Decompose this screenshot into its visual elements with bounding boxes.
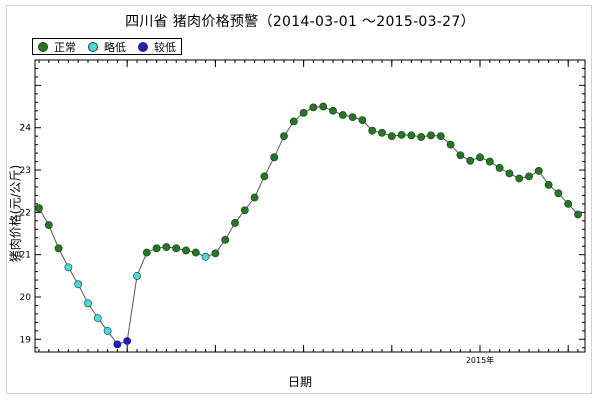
data-point: [54, 244, 63, 253]
legend-label-normal: 正常: [54, 40, 76, 54]
y-tick-label: 24: [20, 124, 32, 134]
data-point: [240, 206, 249, 215]
data-point: [182, 246, 190, 255]
data-point: [407, 131, 416, 140]
data-point: [35, 204, 43, 213]
data-point: [231, 219, 239, 227]
data-point: [64, 263, 73, 272]
data-point: [133, 271, 141, 280]
data-point: [436, 132, 445, 141]
x-tick-label: 2015年: [466, 355, 494, 365]
data-point: [387, 132, 396, 141]
data-point: [162, 243, 171, 251]
y-tick-label: 19: [20, 335, 32, 345]
chart-legend: 正常 略低 较低: [32, 38, 182, 55]
data-point: [123, 337, 132, 345]
data-point: [427, 131, 435, 140]
data-point: [103, 326, 112, 335]
data-point: [299, 108, 308, 117]
data-point: [152, 244, 161, 253]
data-point: [456, 151, 465, 160]
legend-marker-slightly-low: [88, 41, 98, 52]
plot-border: [34, 59, 586, 353]
series-line: [38, 106, 579, 345]
data-point: [554, 189, 563, 198]
data-point: [211, 249, 220, 258]
data-point: [221, 235, 230, 244]
data-point: [113, 340, 122, 349]
data-point: [201, 252, 210, 261]
data-point: [574, 210, 582, 219]
data-point: [378, 128, 386, 137]
data-point: [417, 133, 426, 141]
data-point: [309, 103, 318, 112]
legend-item-low: 较低: [138, 39, 176, 55]
data-point: [250, 193, 259, 202]
data-point: [515, 174, 524, 183]
data-point: [446, 140, 455, 149]
legend-marker-normal: [38, 41, 48, 52]
data-point: [338, 111, 347, 119]
data-point: [172, 244, 181, 253]
data-point: [466, 156, 475, 165]
chart-title: 四川省 猪肉价格预警（2014-03-01 ～2015-03-27）: [125, 14, 475, 30]
y-tick-label: 23: [20, 166, 31, 176]
chart-frame: [6, 5, 592, 394]
data-point: [44, 221, 53, 229]
data-point: [358, 116, 367, 124]
data-point: [368, 126, 377, 135]
data-point: [525, 172, 533, 181]
legend-marker-low: [138, 41, 148, 52]
data-point: [544, 180, 553, 189]
data-point: [74, 280, 83, 289]
data-point: [93, 314, 102, 323]
legend-item-slightly-low: 略低: [88, 39, 126, 55]
legend-label-slightly-low: 略低: [104, 40, 126, 54]
data-point: [476, 153, 484, 162]
data-point: [397, 131, 406, 139]
data-point: [260, 172, 269, 181]
data-point: [280, 132, 288, 141]
data-point: [348, 113, 357, 122]
legend-item-normal: 正常: [38, 39, 76, 55]
data-point: [505, 169, 514, 178]
legend-label-low: 较低: [154, 40, 176, 54]
y-tick-label: 20: [20, 293, 32, 303]
y-tick-label: 21: [20, 251, 31, 261]
data-point: [329, 106, 337, 115]
data-point: [485, 157, 494, 166]
data-point: [534, 166, 543, 175]
data-point: [495, 164, 504, 172]
x-axis-label: 日期: [287, 375, 312, 389]
data-point: [270, 153, 279, 162]
y-axis-label: 猪肉价格(元/公斤): [8, 164, 23, 263]
data-point: [84, 299, 92, 308]
data-point: [319, 102, 328, 111]
data-point: [289, 117, 298, 126]
data-point: [564, 199, 573, 208]
data-point: [191, 248, 200, 257]
y-tick-label: 22: [20, 208, 31, 218]
data-point: [142, 248, 151, 257]
